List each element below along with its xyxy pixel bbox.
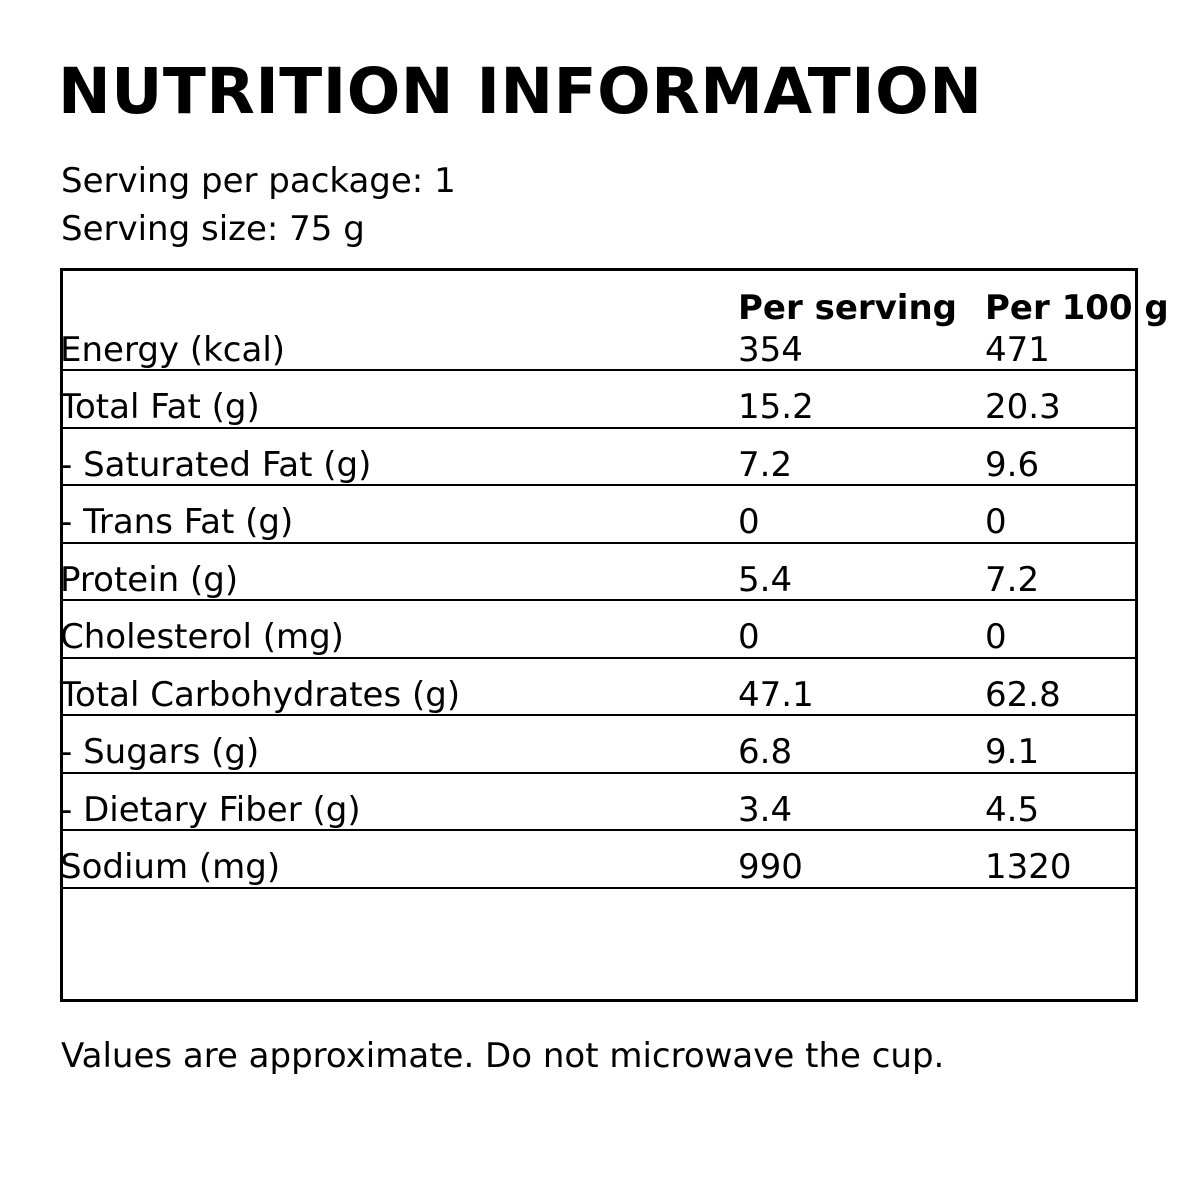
row-label: - Sugars (g): [60, 732, 260, 773]
table-row: Total Carbohydrates (g) 47.1 62.8: [60, 659, 1135, 716]
table-header-row: Per serving Per 100 g: [63, 271, 1169, 328]
row-per-serving-value: 7.2: [738, 444, 793, 485]
row-per-100g-value: 471: [985, 329, 1050, 370]
row-per-serving-value: 47.1: [738, 674, 814, 715]
row-label: - Trans Fat (g): [60, 502, 294, 543]
table-row: Energy (kcal) 354 471: [60, 327, 1135, 371]
serving-info: Serving per package: 1 Serving size: 75 …: [61, 157, 456, 253]
row-per-serving-value: 0: [738, 617, 760, 658]
row-per-serving-value: 3.4: [738, 789, 793, 830]
serving-per-package-text: Serving per package: 1: [61, 161, 456, 201]
table-row: - Dietary Fiber (g) 3.4 4.5: [60, 774, 1135, 831]
row-per-serving-value: 0: [738, 502, 760, 543]
row-label: Protein (g): [60, 559, 239, 600]
row-label: Total Fat (g): [60, 387, 260, 428]
row-per-serving-value: 990: [738, 847, 803, 888]
nutrition-table: Per serving Per 100 g Energy (kcal) 354 …: [60, 268, 1169, 1002]
footer-note: Values are approximate. Do not microwave…: [61, 1036, 945, 1076]
row-per-100g-value: 20.3: [985, 387, 1061, 428]
row-per-100g-value: 0: [985, 502, 1007, 543]
table-body: Energy (kcal) 354 471 Total Fat (g) 15.2…: [60, 327, 1135, 889]
row-per-serving-value: 15.2: [738, 387, 814, 428]
serving-size-text: Serving size: 75 g: [61, 209, 365, 249]
row-per-serving-value: 5.4: [738, 559, 793, 600]
row-per-100g-value: 0: [985, 617, 1007, 658]
row-per-100g-value: 62.8: [985, 674, 1061, 715]
row-per-100g-value: 9.1: [985, 732, 1040, 773]
table-row: - Saturated Fat (g) 7.2 9.6: [60, 429, 1135, 486]
header-per-100g: Per 100 g: [985, 287, 1169, 328]
row-per-100g-value: 4.5: [985, 789, 1040, 830]
table-row: - Sugars (g) 6.8 9.1: [60, 716, 1135, 774]
table-row: Sodium (mg) 990 1320: [60, 831, 1135, 889]
row-per-serving-value: 354: [738, 329, 803, 370]
table-row: - Trans Fat (g) 0 0: [60, 486, 1135, 544]
page-title: NUTRITION INFORMATION: [58, 55, 983, 128]
table-row: Protein (g) 5.4 7.2: [60, 544, 1135, 601]
row-label: Total Carbohydrates (g): [60, 674, 461, 715]
row-label: Sodium (mg): [60, 847, 281, 888]
table-row: Total Fat (g) 15.2 20.3: [60, 371, 1135, 429]
row-label: - Saturated Fat (g): [60, 444, 372, 485]
row-per-100g-value: 1320: [985, 847, 1072, 888]
row-per-serving-value: 6.8: [738, 732, 793, 773]
row-per-100g-value: 7.2: [985, 559, 1040, 600]
row-per-100g-value: 9.6: [985, 444, 1040, 485]
row-label: Energy (kcal): [60, 329, 286, 370]
header-per-serving: Per serving: [738, 287, 958, 328]
row-label: - Dietary Fiber (g): [60, 789, 361, 830]
table-row: Cholesterol (mg) 0 0: [60, 601, 1135, 659]
row-label: Cholesterol (mg): [60, 617, 344, 658]
